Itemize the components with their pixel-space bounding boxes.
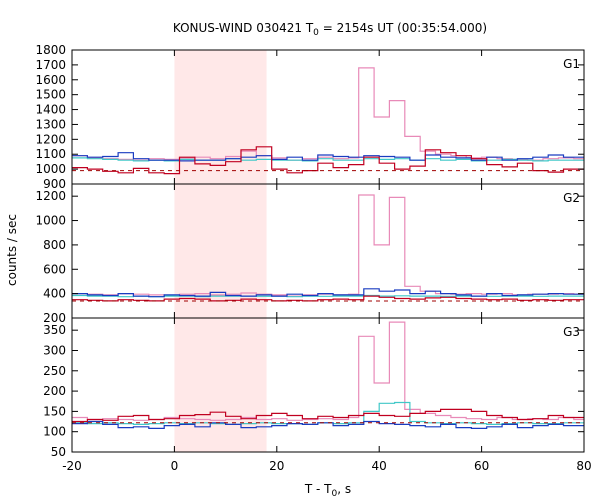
xtick-label: 60	[474, 459, 489, 473]
g1-highlight-band	[174, 50, 267, 184]
g2-ytick-label: 600	[43, 262, 66, 276]
g1-ytick-label: 1000	[35, 162, 66, 176]
g2-frame	[71, 183, 585, 319]
x-axis-label-subscript: 0	[332, 489, 338, 499]
y-axis-label: counts / sec	[5, 214, 19, 286]
g1-panel-label: G1	[563, 57, 580, 71]
g2-series-pink	[72, 194, 584, 297]
g1-series-blue	[72, 152, 584, 162]
g1-ytick-label: 1100	[35, 147, 66, 161]
g1-frame	[71, 49, 585, 185]
g2-ytick-label: 1000	[35, 214, 66, 228]
xtick-label: -20	[62, 459, 82, 473]
g1-ytick-label: 1300	[35, 117, 66, 131]
xtick-label: 80	[576, 459, 591, 473]
g3-series-blue	[72, 420, 584, 429]
g3-ytick-label: 150	[43, 404, 66, 418]
g2-ytick-label: 200	[43, 311, 66, 325]
g1-ytick-label: 1800	[35, 43, 66, 57]
chart-title-rest: = 2154s UT (00:35:54.000)	[319, 21, 487, 35]
g1-ytick-label: 1500	[35, 88, 66, 102]
g1-ytick-label: 1400	[35, 103, 66, 117]
chart-title-main: KONUS-WIND 030421 T	[173, 21, 314, 35]
g3-ytick-label: 50	[51, 445, 66, 459]
g3-series-pink	[72, 321, 584, 421]
g2-series-blue	[72, 288, 584, 298]
g3-ytick-label: 250	[43, 364, 66, 378]
g2-ytick-label: 800	[43, 238, 66, 252]
g2-ytick-label: 1200	[35, 189, 66, 203]
g3-ytick-label: 200	[43, 384, 66, 398]
chart-title: KONUS-WIND 030421 T0 = 2154s UT (00:35:5…	[173, 21, 487, 38]
g1-ytick-label: 1600	[35, 73, 66, 87]
g3-panel-label: G3	[563, 325, 580, 339]
chart-title-subscript: 0	[313, 28, 319, 38]
g2-ytick-label: 400	[43, 287, 66, 301]
xtick-label: 40	[372, 459, 387, 473]
g1-ytick-label: 1700	[35, 58, 66, 72]
g2-panel-label: G2	[563, 191, 580, 205]
g1-ytick-label: 1200	[35, 132, 66, 146]
g3-ytick-label: 350	[43, 323, 66, 337]
g3-ytick-label: 100	[43, 425, 66, 439]
xtick-label: 0	[171, 459, 179, 473]
g3-highlight-band	[174, 318, 267, 452]
g3-ytick-label: 300	[43, 343, 66, 357]
x-axis-label-rest: , s	[337, 482, 351, 496]
g3-series-cyan	[72, 401, 584, 425]
g3-series-red	[72, 408, 584, 423]
plot-area: 900100011001200130014001500160017001800G…	[35, 43, 591, 473]
x-axis-label-main: T - T	[304, 482, 332, 496]
xtick-label: 20	[269, 459, 284, 473]
g3-frame	[71, 317, 585, 453]
g1-ytick-label: 900	[43, 177, 66, 191]
g1-series-red	[72, 146, 584, 175]
g1-series-pink	[72, 67, 584, 161]
x-axis-label: T - T0, s	[304, 482, 351, 499]
